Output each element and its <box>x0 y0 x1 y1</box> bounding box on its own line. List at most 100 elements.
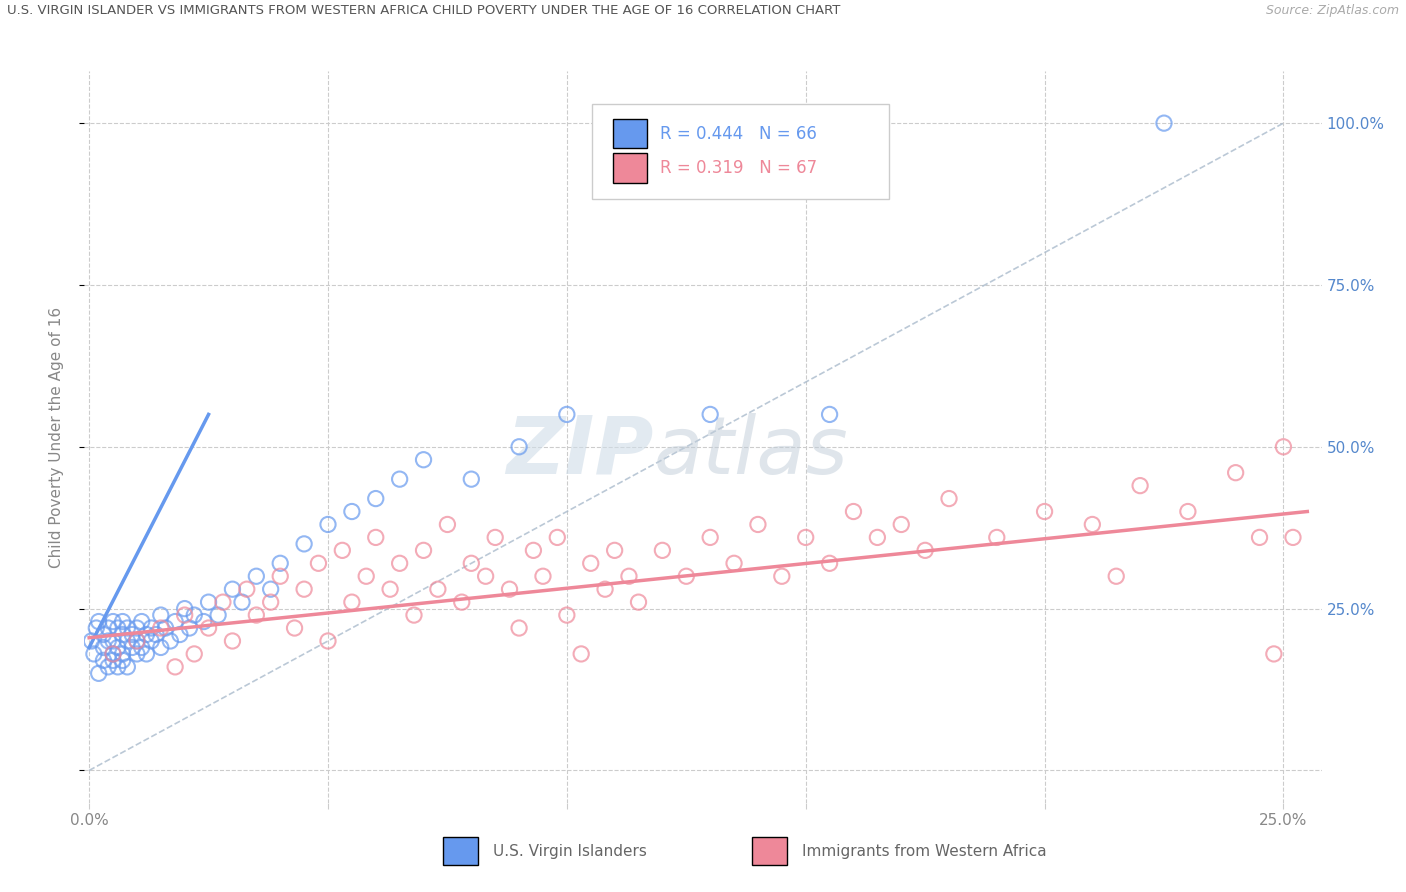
Point <box>121 640 143 655</box>
Text: R = 0.319   N = 67: R = 0.319 N = 67 <box>659 159 817 177</box>
Point <box>141 621 163 635</box>
Point <box>330 543 353 558</box>
Point <box>131 615 153 629</box>
Point <box>1282 530 1305 544</box>
Point <box>770 569 793 583</box>
Point <box>97 660 120 674</box>
Point <box>555 608 578 623</box>
Y-axis label: Child Poverty Under the Age of 16: Child Poverty Under the Age of 16 <box>49 307 63 567</box>
Point <box>193 615 215 629</box>
Point <box>651 543 673 558</box>
Point <box>125 621 148 635</box>
FancyBboxPatch shape <box>592 104 889 200</box>
Point <box>173 601 195 615</box>
FancyBboxPatch shape <box>443 838 478 865</box>
Point <box>460 472 482 486</box>
Point <box>842 504 865 518</box>
Point <box>93 627 115 641</box>
Point <box>1177 504 1199 518</box>
Point <box>1249 530 1271 544</box>
Point <box>603 543 626 558</box>
Point <box>818 557 841 571</box>
Point <box>1263 647 1285 661</box>
Point <box>135 647 157 661</box>
Point <box>155 621 177 635</box>
Point <box>165 615 187 629</box>
Point <box>460 557 482 571</box>
Point <box>231 595 253 609</box>
Point <box>107 660 129 674</box>
Point <box>1033 504 1056 518</box>
Point <box>1105 569 1128 583</box>
Point <box>508 621 530 635</box>
Point <box>169 627 191 641</box>
Point <box>84 621 107 635</box>
Point <box>1153 116 1175 130</box>
Point <box>364 491 387 506</box>
Point <box>986 530 1008 544</box>
Point <box>617 569 640 583</box>
Point <box>388 472 411 486</box>
Point <box>207 608 229 623</box>
Point <box>593 582 616 597</box>
Point <box>890 517 912 532</box>
Point <box>412 452 434 467</box>
Point <box>436 517 458 532</box>
Text: U.S. VIRGIN ISLANDER VS IMMIGRANTS FROM WESTERN AFRICA CHILD POVERTY UNDER THE A: U.S. VIRGIN ISLANDER VS IMMIGRANTS FROM … <box>7 4 841 18</box>
Point <box>101 634 124 648</box>
Point <box>179 621 201 635</box>
Point <box>450 595 472 609</box>
Point <box>269 557 291 571</box>
Point <box>149 640 172 655</box>
Point <box>125 647 148 661</box>
Point <box>627 595 650 609</box>
Point <box>97 621 120 635</box>
Text: Immigrants from Western Africa: Immigrants from Western Africa <box>801 844 1046 859</box>
Point <box>131 640 153 655</box>
Point <box>135 627 157 641</box>
Point <box>699 530 721 544</box>
Point <box>747 517 769 532</box>
Point <box>675 569 697 583</box>
Point <box>212 595 235 609</box>
FancyBboxPatch shape <box>752 838 787 865</box>
Text: U.S. Virgin Islanders: U.S. Virgin Islanders <box>492 844 647 859</box>
Point <box>117 660 139 674</box>
Point <box>378 582 401 597</box>
Point <box>938 491 960 506</box>
Point <box>364 530 387 544</box>
Point <box>245 569 267 583</box>
Point <box>87 615 110 629</box>
Point <box>125 634 148 648</box>
Point <box>426 582 449 597</box>
Point <box>197 621 219 635</box>
Point <box>699 408 721 422</box>
Point <box>159 634 181 648</box>
Point <box>111 627 134 641</box>
Point <box>145 627 167 641</box>
Point <box>141 634 163 648</box>
Point <box>1225 466 1247 480</box>
Point <box>316 517 339 532</box>
Point <box>260 595 283 609</box>
Point <box>117 621 139 635</box>
Text: ZIP: ZIP <box>506 413 654 491</box>
Point <box>121 627 143 641</box>
Point <box>165 660 187 674</box>
Point <box>531 569 554 583</box>
Point <box>723 557 745 571</box>
Point <box>183 608 205 623</box>
Point <box>307 557 329 571</box>
Point <box>101 615 124 629</box>
Point <box>236 582 259 597</box>
Point <box>183 647 205 661</box>
Point <box>221 634 243 648</box>
Point <box>546 530 568 544</box>
Point <box>221 582 243 597</box>
FancyBboxPatch shape <box>613 119 647 148</box>
Point <box>111 615 134 629</box>
Text: Source: ZipAtlas.com: Source: ZipAtlas.com <box>1265 4 1399 18</box>
Point <box>149 608 172 623</box>
Point <box>508 440 530 454</box>
Point <box>1272 440 1295 454</box>
